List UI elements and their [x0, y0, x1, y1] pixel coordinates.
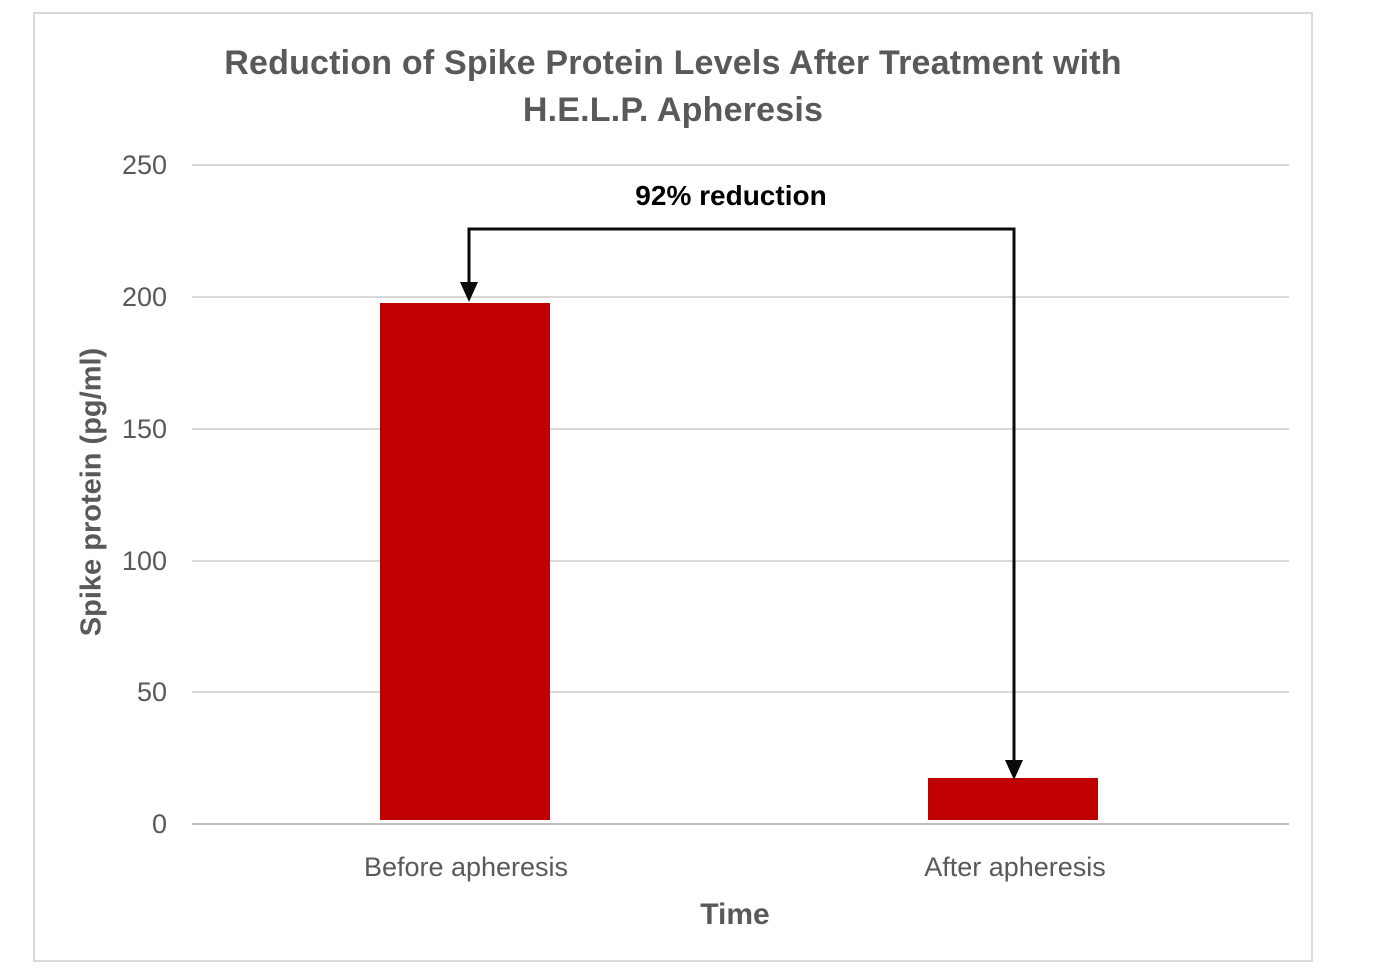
y-tick-label-150: 150: [121, 414, 167, 444]
chart-title-line-2: H.E.L.P. Apheresis: [522, 91, 824, 129]
chart-title: Reduction of Spike Protein Levels After …: [35, 40, 1311, 134]
y-axis-title: Spike protein (pg/ml): [75, 347, 108, 637]
y-tick-label-0: 0: [151, 809, 167, 839]
y-tick-label-50: 50: [136, 677, 167, 707]
reduction-arrow-line: [467, 227, 1016, 762]
y-tick-label-200: 200: [121, 282, 167, 312]
reduction-arrow: [460, 227, 1023, 780]
gridline-200: [192, 296, 1289, 298]
x-tick-label-before-apheresis: Before apheresis: [363, 852, 569, 882]
reduction-annotation-label: 92% reduction: [635, 180, 827, 211]
bar-after-apheresis: [928, 777, 1098, 820]
x-axis-line: [192, 823, 1289, 825]
chart-frame: Reduction of Spike Protein Levels After …: [33, 12, 1313, 962]
gridline-150: [192, 428, 1289, 430]
gridline-250: [192, 164, 1289, 166]
gridline-100: [192, 560, 1289, 562]
y-tick-label-250: 250: [121, 150, 167, 180]
chart-title-line-1: Reduction of Spike Protein Levels After …: [224, 44, 1122, 82]
x-tick-label-after-apheresis: After apheresis: [924, 852, 1106, 882]
bar-before-apheresis: [380, 303, 550, 820]
x-axis-title: Time: [700, 898, 770, 931]
y-tick-label-100: 100: [121, 546, 167, 576]
arrowhead-down-left-icon: [460, 282, 478, 302]
gridline-50: [192, 691, 1289, 693]
